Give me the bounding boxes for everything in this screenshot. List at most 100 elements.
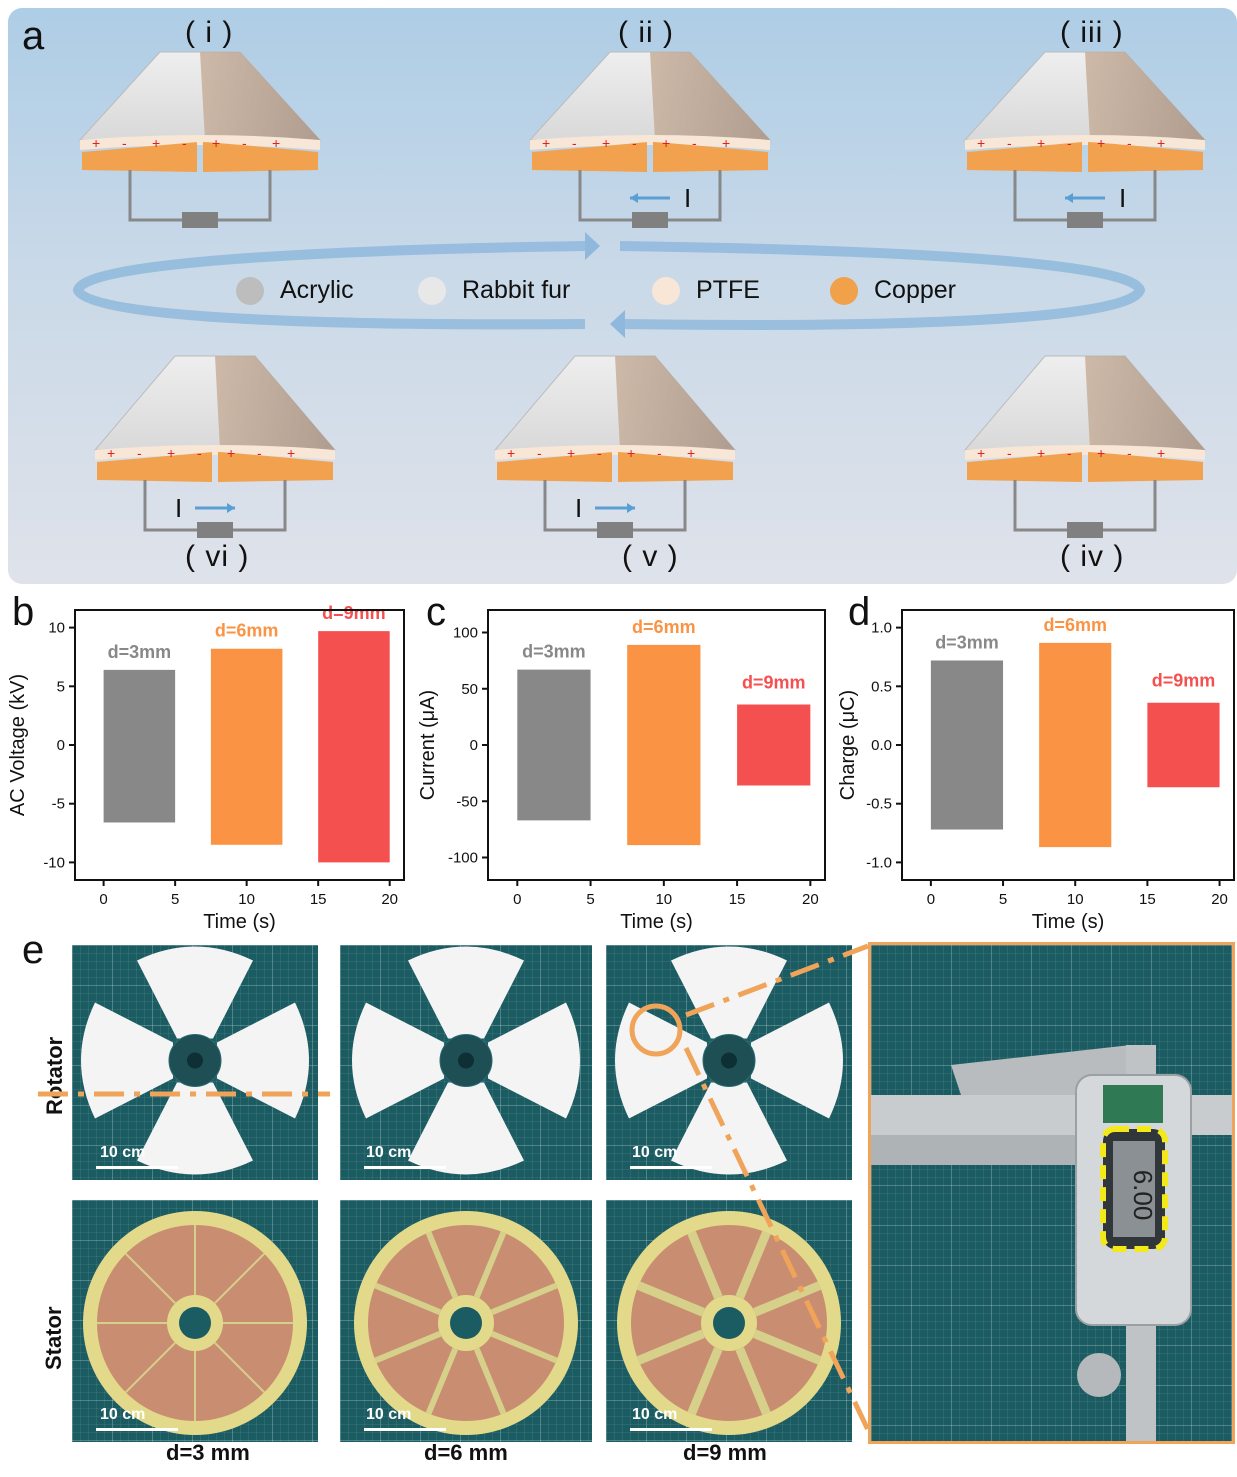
schematic-drawing bbox=[72, 232, 1146, 338]
current-label: I bbox=[1119, 183, 1126, 213]
panel-label-b: b bbox=[12, 590, 35, 634]
svg-text:-: - bbox=[632, 135, 637, 151]
bar-d=3mm bbox=[517, 669, 591, 821]
y-tick-label: 100 bbox=[453, 625, 478, 642]
x-tick-label: 20 bbox=[381, 891, 398, 908]
x-tick-label: 0 bbox=[927, 891, 935, 908]
y-tick-label: 0 bbox=[57, 737, 65, 754]
x-tick-label: 0 bbox=[513, 891, 521, 908]
svg-text:6.00: 6.00 bbox=[1128, 1170, 1158, 1221]
svg-text:-: - bbox=[657, 445, 662, 461]
svg-text:+: + bbox=[977, 135, 985, 151]
panel-label-c: c bbox=[426, 590, 446, 634]
scale-bar-label: 10 cm bbox=[366, 1406, 412, 1423]
x-axis-label: Time (s) bbox=[620, 911, 693, 933]
bar-d=6mm bbox=[627, 644, 701, 846]
y-axis-label: Current (μA) bbox=[417, 690, 439, 800]
legend-item: Acrylic bbox=[236, 276, 354, 305]
bar-d=9mm bbox=[737, 704, 811, 786]
scale-bar-label: 10 cm bbox=[632, 1406, 678, 1423]
y-tick-label: 5 bbox=[57, 678, 65, 695]
panel-label-d: d bbox=[848, 590, 871, 634]
svg-text:+: + bbox=[1157, 445, 1165, 461]
legend-label: Acrylic bbox=[280, 276, 354, 304]
svg-text:+: + bbox=[627, 445, 635, 461]
series-label: d=3mm bbox=[522, 642, 586, 662]
legend-swatch bbox=[652, 276, 680, 305]
legend-label: PTFE bbox=[696, 276, 760, 304]
current-label: I bbox=[575, 493, 582, 523]
bar-d=9mm bbox=[318, 631, 390, 863]
device-schematic: + - + - + - + I bbox=[963, 51, 1207, 228]
y-axis-label: Charge (μC) bbox=[837, 690, 859, 800]
stator-photo: 10 cm bbox=[340, 1200, 592, 1442]
legend-swatch bbox=[236, 276, 264, 305]
y-tick-label: -50 bbox=[456, 793, 478, 810]
x-axis-label: Time (s) bbox=[1032, 911, 1105, 933]
svg-text:+: + bbox=[272, 135, 280, 151]
y-tick-label: 50 bbox=[461, 681, 478, 698]
svg-text:-: - bbox=[1067, 135, 1072, 151]
x-tick-label: 20 bbox=[802, 891, 819, 908]
scale-bar-label: 10 cm bbox=[632, 1144, 678, 1161]
svg-text:+: + bbox=[152, 135, 160, 151]
bar-d=6mm bbox=[210, 648, 283, 845]
y-tick-label: 0 bbox=[470, 737, 478, 754]
x-tick-label: 10 bbox=[1067, 891, 1084, 908]
svg-text:+: + bbox=[977, 445, 985, 461]
scale-bar bbox=[630, 1166, 712, 1169]
rotator-icon bbox=[352, 946, 580, 1175]
y-tick-label: -1.0 bbox=[866, 854, 892, 871]
rotator-photo: 10 cm bbox=[72, 945, 318, 1180]
stator-icon bbox=[617, 1211, 841, 1435]
legend-label: Rabbit fur bbox=[462, 276, 571, 304]
svg-text:+: + bbox=[1097, 135, 1105, 151]
y-tick-label: 1.0 bbox=[871, 620, 892, 637]
svg-text:+: + bbox=[1097, 445, 1105, 461]
device-schematic: + - + - + - + I bbox=[493, 355, 737, 538]
svg-text:-: - bbox=[1067, 445, 1072, 461]
current-chart: d=3mm d=6mm d=9mm 0 5 10 15 20 -100 -50 0 50 100 Time… bbox=[417, 609, 826, 933]
current-label: I bbox=[175, 493, 182, 523]
svg-text:+: + bbox=[167, 445, 175, 461]
device-schematic: + - + - + - + I bbox=[93, 355, 337, 538]
series-label: d=9mm bbox=[742, 673, 806, 693]
svg-text:+: + bbox=[1037, 135, 1045, 151]
step-label-iv: ( iv ) bbox=[1060, 540, 1125, 573]
scale-bar-label: 10 cm bbox=[366, 1144, 412, 1161]
svg-text:-: - bbox=[1007, 445, 1012, 461]
series-label: d=3mm bbox=[935, 632, 999, 652]
stator-photo: 10 cm bbox=[72, 1200, 318, 1442]
scale-bar bbox=[364, 1166, 446, 1169]
x-tick-label: 0 bbox=[99, 891, 107, 908]
x-tick-label: 15 bbox=[310, 891, 327, 908]
svg-text:-: - bbox=[537, 445, 542, 461]
stator-photo: 10 cm bbox=[606, 1200, 852, 1442]
x-tick-label: 5 bbox=[586, 891, 594, 908]
stator-icon bbox=[83, 1211, 307, 1435]
svg-text:+: + bbox=[92, 135, 100, 151]
y-tick-label: 0.5 bbox=[871, 678, 892, 695]
svg-text:-: - bbox=[137, 445, 142, 461]
legend-label: Copper bbox=[874, 276, 956, 304]
scale-bar bbox=[96, 1166, 178, 1169]
series-label: d=6mm bbox=[1043, 615, 1107, 635]
svg-text:+: + bbox=[227, 445, 235, 461]
rotator-icon bbox=[81, 946, 309, 1175]
rotator-icon bbox=[615, 946, 843, 1175]
y-tick-label: 0.0 bbox=[871, 737, 892, 754]
svg-text:+: + bbox=[542, 135, 550, 151]
x-tick-label: 10 bbox=[238, 891, 255, 908]
panel-label-a: a bbox=[22, 14, 45, 58]
legend-item: Copper bbox=[830, 276, 956, 305]
svg-text:-: - bbox=[122, 135, 127, 151]
rotator-photo: 10 cm bbox=[606, 945, 852, 1180]
bar-d=3mm bbox=[103, 669, 176, 823]
device-schematic: + - + - + - + bbox=[963, 355, 1207, 538]
step-label-ii: ( ii ) bbox=[618, 16, 674, 49]
scale-bar bbox=[364, 1428, 446, 1431]
column-label-6mm: d=6 mm bbox=[424, 1440, 508, 1465]
svg-text:+: + bbox=[212, 135, 220, 151]
y-tick-label: -10 bbox=[43, 854, 65, 871]
current-label: I bbox=[684, 183, 691, 213]
